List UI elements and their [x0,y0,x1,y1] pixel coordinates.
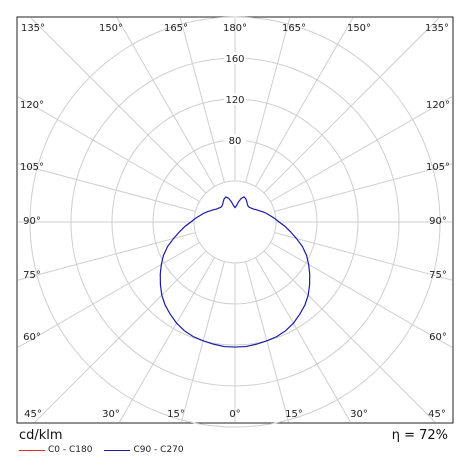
grid-spoke [245,17,291,183]
curve-layer [159,196,311,348]
angle-label-bottom: 0° [229,409,240,420]
radial-label-bg [224,52,246,64]
grid-spoke [255,17,354,187]
grid-spoke [263,250,436,423]
radial-tick-label: 80 [229,136,242,147]
angle-label-top: 165° [164,23,188,34]
grid-spoke [17,242,200,348]
grid-spoke [180,261,225,423]
grid-spoke [17,232,196,281]
angle-label-left: 120° [20,100,44,111]
grid-spoke [270,96,453,202]
grid-spoke [245,261,290,423]
grid-spoke [34,250,207,423]
legend: C0 - C180 C90 - C270 [19,445,184,455]
grid-spoke [274,232,453,281]
angle-label-top: 150° [347,23,371,34]
radial-tick-label: 160 [225,54,244,65]
angle-label-left: 105° [20,162,44,173]
radial-label-bg [224,93,246,105]
grid-spoke [255,257,351,423]
radial-tick-label: 120 [225,95,244,106]
unit-label: cd/klm [19,428,63,443]
angle-label-right: 60° [429,332,447,343]
angle-label-bottom: 30° [102,409,120,420]
grid-spoke [116,17,215,187]
angle-label-top: 135° [425,23,449,34]
angle-label-top: 180° [223,23,247,34]
legend-item-c0-c180: C0 - C180 [19,445,92,455]
angle-label-bottom: 15° [167,409,185,420]
angle-label-top: 150° [99,23,123,34]
grid-layer [17,16,453,428]
grid-spoke [274,163,453,212]
angle-label-bottom: 15° [285,409,303,420]
angle-label-top: 165° [282,23,306,34]
efficiency-label: η = 72% [391,428,448,443]
legend-item-c90-c270: C90 - C270 [104,445,184,455]
angle-label-right: 75° [429,270,447,281]
angle-label-bottom: 45° [428,409,446,420]
legend-swatch-blue [104,449,131,451]
angle-label-left: 90° [23,216,41,227]
legend-label: C0 - C180 [48,445,93,455]
angle-label-bottom: 45° [24,409,42,420]
series-curve [159,196,311,348]
grid-spoke [179,17,225,183]
grid-spoke [119,257,215,423]
legend-swatch-red [19,449,45,451]
label-layer: 80 120 160 135° 150° 165° 180° 165° 150° 135° 45° 3… [20,23,450,420]
grid-spoke [17,96,200,202]
radial-label-bg [224,134,246,146]
angle-label-bottom: 30° [350,409,368,420]
legend-label: C90 - C270 [133,445,184,455]
angle-label-top: 135° [21,23,45,34]
grid-spoke [30,17,207,194]
grid-spoke [270,242,453,348]
angle-label-left: 75° [23,270,41,281]
angle-label-right: 105° [426,162,450,173]
angle-label-right: 90° [429,216,447,227]
angle-label-left: 60° [23,332,41,343]
angle-label-right: 120° [426,100,450,111]
grid-spoke [17,163,196,212]
grid-spoke [263,17,440,194]
